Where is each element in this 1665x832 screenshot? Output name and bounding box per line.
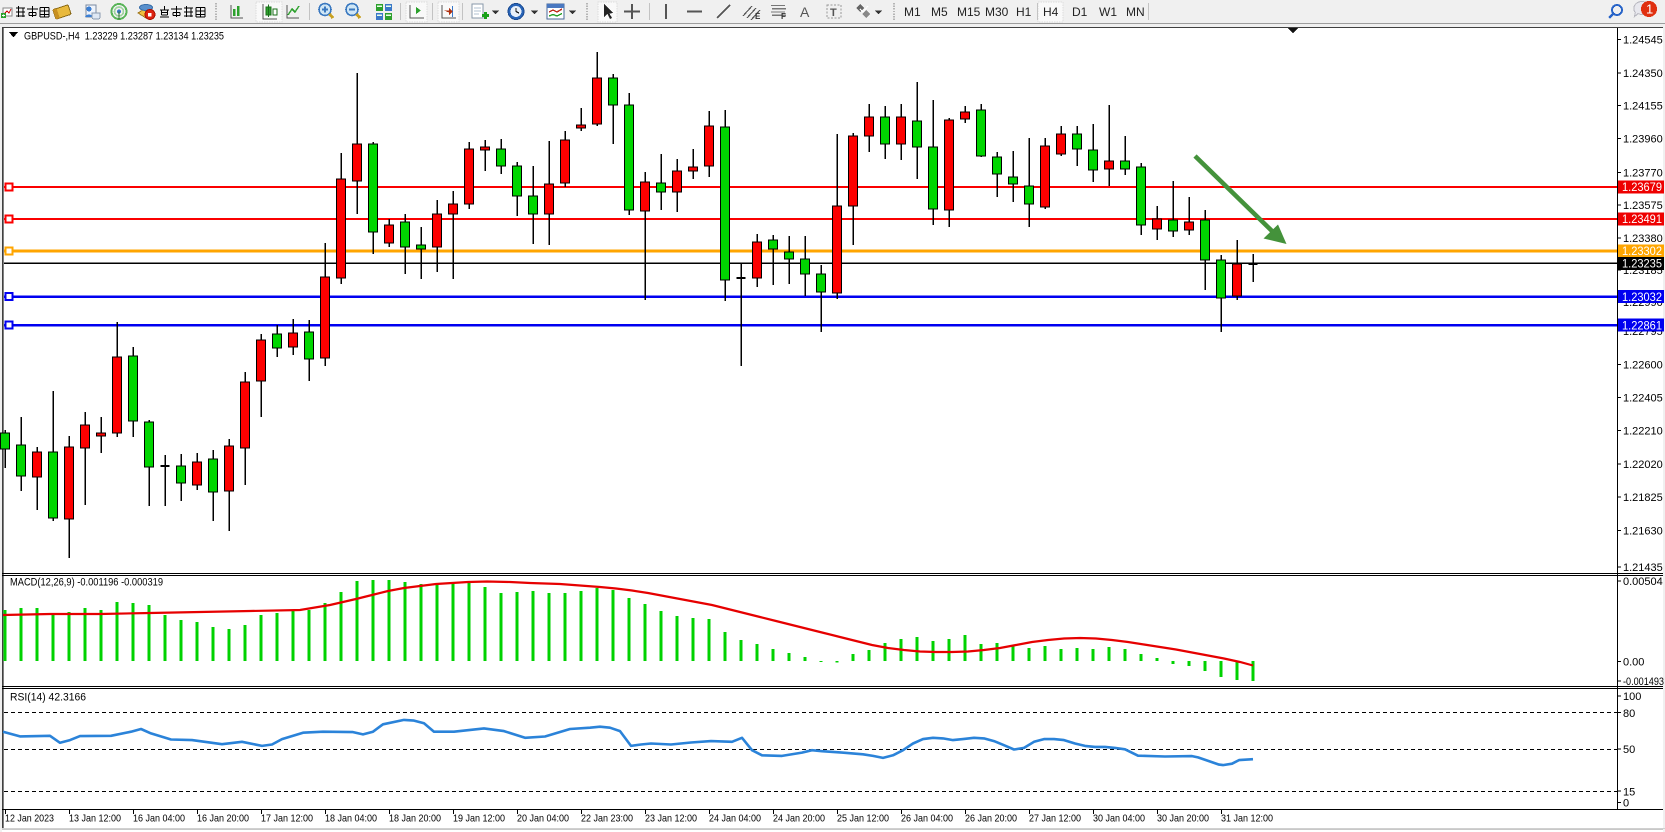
svg-text:27 Jan 12:00: 27 Jan 12:00 [1029,813,1081,825]
svg-text:T: T [830,7,837,19]
svg-text:1.22600: 1.22600 [1623,360,1663,372]
svg-text:16 Jan 04:00: 16 Jan 04:00 [133,813,185,825]
svg-text:1.23380: 1.23380 [1623,233,1663,245]
svg-text:31 Jan 12:00: 31 Jan 12:00 [1221,813,1273,825]
svg-text:1: 1 [1646,2,1653,17]
svg-text:15: 15 [1623,786,1635,798]
svg-text:80: 80 [1623,708,1635,720]
svg-text:A: A [800,4,810,20]
svg-text:13 Jan 12:00: 13 Jan 12:00 [69,813,121,825]
svg-text:1.23235: 1.23235 [1622,257,1662,271]
svg-text:W1: W1 [1099,5,1117,19]
svg-text:1.23302: 1.23302 [1622,244,1662,258]
svg-text:22 Jan 23:00: 22 Jan 23:00 [581,813,633,825]
svg-text:0: 0 [1623,798,1629,810]
svg-text:1.23491: 1.23491 [1622,212,1662,226]
svg-text:M1: M1 [904,5,921,19]
svg-text:25 Jan 12:00: 25 Jan 12:00 [837,813,889,825]
svg-text:30 Jan 20:00: 30 Jan 20:00 [1157,813,1209,825]
svg-text:M15: M15 [957,5,981,19]
svg-text:D1: D1 [1072,5,1088,19]
svg-text:50: 50 [1623,744,1635,756]
svg-text:23 Jan 12:00: 23 Jan 12:00 [645,813,697,825]
svg-text:1.22405: 1.22405 [1623,393,1663,405]
svg-text:18 Jan 04:00: 18 Jan 04:00 [325,813,377,825]
svg-text:MN: MN [1126,5,1145,19]
svg-text:1.22020: 1.22020 [1623,459,1663,471]
svg-text:1.24155: 1.24155 [1623,101,1663,113]
svg-text:1.22861: 1.22861 [1622,318,1662,332]
svg-text:1.21435: 1.21435 [1623,562,1663,574]
svg-text:1.23032: 1.23032 [1622,290,1662,304]
svg-text:30 Jan 04:00: 30 Jan 04:00 [1093,813,1145,825]
svg-text:1.23679: 1.23679 [1622,180,1662,194]
svg-text:24 Jan 20:00: 24 Jan 20:00 [773,813,825,825]
svg-text:1.21630: 1.21630 [1623,526,1663,538]
svg-text:GBPUSD-,H4 1.23229 1.23287 1.: GBPUSD-,H4 1.23229 1.23287 1.23134 1.232… [24,31,224,43]
svg-text:E: E [755,12,761,21]
svg-text:1.24545: 1.24545 [1623,35,1663,47]
svg-text:20 Jan 04:00: 20 Jan 04:00 [517,813,569,825]
svg-text:-0.001493: -0.001493 [1623,676,1664,688]
svg-text:M5: M5 [931,5,948,19]
svg-text:1.22210: 1.22210 [1623,426,1663,438]
svg-text:M30: M30 [985,5,1009,19]
svg-text:0.00: 0.00 [1623,657,1644,669]
svg-text:1.23770: 1.23770 [1623,168,1663,180]
svg-text:F: F [781,12,786,21]
svg-text:17 Jan 12:00: 17 Jan 12:00 [261,813,313,825]
svg-text:18 Jan 20:00: 18 Jan 20:00 [389,813,441,825]
svg-text:1.24350: 1.24350 [1623,68,1663,80]
svg-text:0.00504: 0.00504 [1623,576,1663,588]
svg-text:19 Jan 12:00: 19 Jan 12:00 [453,813,505,825]
svg-text:1.23960: 1.23960 [1623,134,1663,146]
svg-text:MACD(12,26,9) -0.001196 -0.000: MACD(12,26,9) -0.001196 -0.000319 [10,577,163,589]
svg-text:100: 100 [1623,691,1641,703]
svg-text:H4: H4 [1043,5,1059,19]
svg-text:1.23575: 1.23575 [1623,200,1663,212]
svg-text:24 Jan 04:00: 24 Jan 04:00 [709,813,761,825]
svg-text:26 Jan 20:00: 26 Jan 20:00 [965,813,1017,825]
svg-text:RSI(14) 42.3166: RSI(14) 42.3166 [10,692,86,704]
svg-text:26 Jan 04:00: 26 Jan 04:00 [901,813,953,825]
svg-text:12 Jan 2023: 12 Jan 2023 [5,813,54,825]
svg-text:16 Jan 20:00: 16 Jan 20:00 [197,813,249,825]
svg-text:1.21825: 1.21825 [1623,492,1663,504]
svg-text:H1: H1 [1016,5,1032,19]
